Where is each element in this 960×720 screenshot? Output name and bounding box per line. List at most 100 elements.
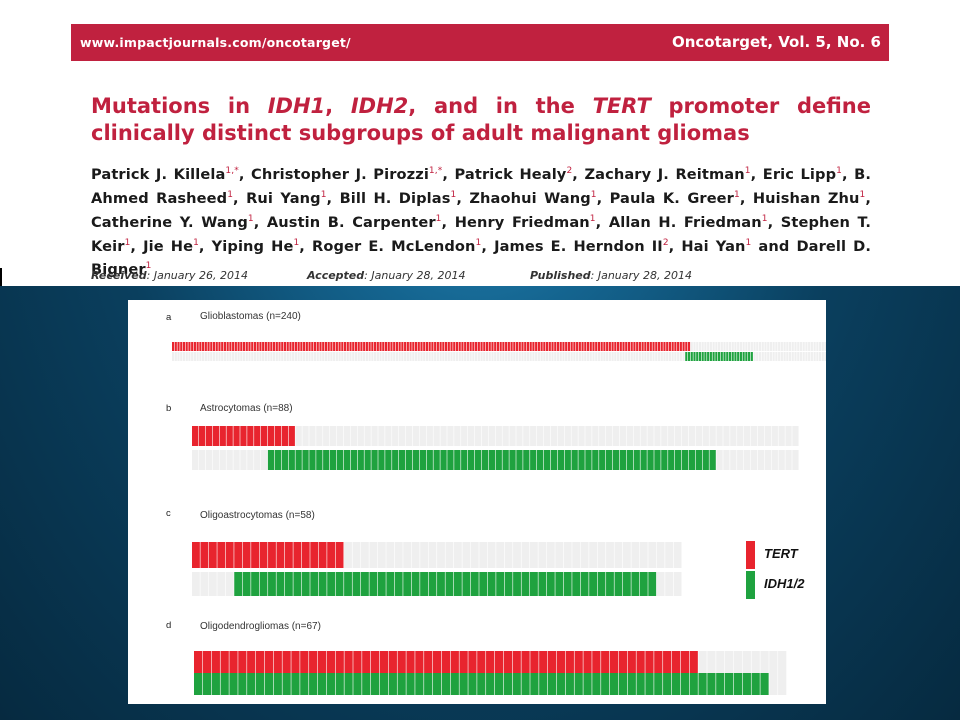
journal-url[interactable]: www.impactjournals.com/oncotarget/ (80, 35, 351, 50)
idh-mutant-cell (742, 673, 751, 695)
idh-mutant-cell (357, 450, 364, 470)
wildtype-cell (394, 542, 403, 568)
author-separator: , (668, 237, 682, 255)
wildtype-cell (723, 450, 730, 470)
idh-mutant-cell (352, 572, 361, 596)
wildtype-cell (357, 352, 360, 361)
author-affiliation: 1 (320, 189, 327, 200)
wildtype-cell (433, 426, 440, 446)
tert-mutant-cell (627, 342, 631, 351)
tert-mutant-cell (685, 342, 688, 351)
wildtype-cell (323, 426, 330, 446)
tert-mutant-cell (431, 342, 434, 351)
author-separator: , (326, 189, 340, 207)
wildtype-cell (750, 450, 758, 470)
author-separator: , (767, 213, 781, 231)
idh-mutant-cell (521, 673, 530, 695)
idh-mutant-cell (295, 450, 302, 470)
wildtype-cell (292, 352, 295, 361)
idh-mutant-cell (631, 572, 640, 596)
idh-mutant-cell (571, 450, 578, 470)
wildtype-cell (295, 426, 302, 446)
wildtype-cell (436, 352, 439, 361)
idh-mutant-cell (343, 450, 351, 470)
tert-mutant-cell (292, 342, 295, 351)
title-text: Mutations in (91, 94, 268, 118)
idh-mutant-cell (530, 450, 537, 470)
wildtype-cell (207, 352, 210, 361)
tert-mutant-cell (644, 342, 647, 351)
wildtype-cell (737, 426, 744, 446)
idh-mutant-cell (377, 572, 386, 596)
wildtype-cell (731, 342, 734, 351)
idh-mutant-cell (477, 673, 486, 695)
tert-mutant-cell (434, 342, 437, 351)
tert-mutant-cell (223, 342, 226, 351)
idh-mutant-cell (592, 673, 601, 695)
idh-mutant-cell (731, 352, 734, 361)
idh-mutant-cell (234, 572, 243, 596)
tert-mutant-cell (300, 342, 303, 351)
wildtype-cell (824, 342, 826, 351)
wildtype-cell (802, 352, 805, 361)
wildtype-cell (229, 352, 232, 361)
tert-mutant-cell (417, 342, 420, 351)
wildtype-cell (707, 342, 710, 351)
idh-mutant-cell (487, 572, 496, 596)
wildtype-cell (718, 342, 721, 351)
tert-mutant-cell (638, 342, 641, 351)
wildtype-cell (573, 352, 576, 361)
idh-mutant-cell (353, 673, 362, 695)
wildtype-cell (502, 426, 509, 446)
journal-volume: Oncotarget, Vol. 5, No. 6 (671, 33, 881, 51)
tert-mutant-cell (371, 651, 380, 673)
wildtype-cell (212, 450, 219, 470)
tert-mutant-cell (309, 651, 318, 673)
tert-mutant-cell (182, 342, 186, 351)
tert-mutant-cell (319, 342, 322, 351)
tert-mutant-cell (556, 651, 566, 673)
idh-mutant-cell (379, 673, 389, 695)
idh-mutant-cell (530, 572, 538, 596)
idh-mutant-cell (273, 673, 282, 695)
wildtype-cell (447, 426, 454, 446)
wildtype-cell (761, 342, 764, 351)
wildtype-cell (630, 352, 633, 361)
wildtype-cell (571, 426, 578, 446)
wildtype-cell (185, 352, 188, 361)
wildtype-cell (562, 352, 565, 361)
wildtype-cell (772, 342, 775, 351)
panel-title: Oligoastrocytomas (n=58) (200, 510, 315, 521)
tert-mutant-cell (616, 342, 620, 351)
tert-mutant-cell (327, 342, 330, 351)
tert-mutant-cell (461, 342, 464, 351)
wildtype-cell (371, 426, 378, 446)
author-name: Austin B. Carpenter (266, 213, 436, 231)
wildtype-cell (385, 426, 392, 446)
wildtype-cell (365, 352, 368, 361)
tert-mutant-cell (282, 651, 291, 673)
tert-mutant-cell (574, 651, 583, 673)
tert-mutant-cell (565, 342, 568, 351)
wildtype-cell (377, 542, 386, 568)
idh-mutant-cell (496, 572, 505, 596)
wildtype-cell (739, 342, 742, 351)
wildtype-cell (468, 426, 475, 446)
tert-mutant-cell (554, 342, 557, 351)
idh-mutant-cell (445, 572, 454, 596)
wildtype-cell (654, 426, 661, 446)
wildtype-cell (499, 352, 502, 361)
tert-mutant-cell (288, 426, 295, 446)
divider (0, 268, 2, 286)
tert-mutant-cell (677, 342, 680, 351)
tert-mutant-cell (374, 342, 377, 351)
wildtype-cell (619, 352, 622, 361)
idh-mutant-cell (479, 572, 488, 596)
idh-mutant-cell (592, 450, 599, 470)
wildtype-cell (592, 426, 599, 446)
tert-mutant-cell (353, 651, 362, 673)
wildtype-cell (474, 426, 482, 446)
wildtype-cell (649, 352, 652, 361)
tert-mutant-cell (535, 342, 538, 351)
tert-mutant-cell (414, 342, 418, 351)
